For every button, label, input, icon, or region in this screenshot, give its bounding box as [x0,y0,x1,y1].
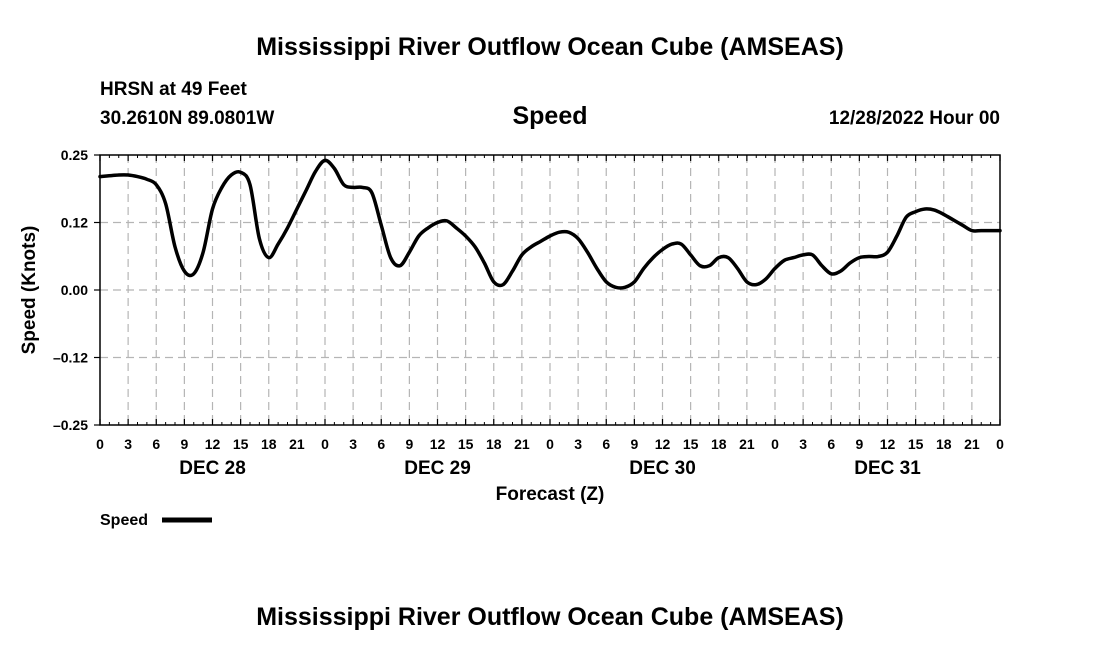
x-tick-label: 3 [349,436,357,452]
x-tick-label: 15 [908,436,924,452]
x-tick-label: 15 [233,436,249,452]
y-tick-label: 0.12 [61,215,88,231]
speed-series-line [98,158,1002,290]
y-tick-label: –0.25 [53,417,88,433]
footer-title: Mississippi River Outflow Ocean Cube (AM… [256,603,844,631]
day-label: DEC 28 [179,458,246,479]
x-tick-label: 0 [96,436,104,452]
x-tick-label: 9 [630,436,638,452]
x-tick-label: 12 [205,436,221,452]
x-tick-label: 6 [152,436,160,452]
datetime-label: 12/28/2022 Hour 00 [829,108,1000,129]
y-axis-label: Speed (Knots) [19,226,40,355]
x-tick-label: 6 [377,436,385,452]
x-tick-label: 9 [405,436,413,452]
x-tick-label: 15 [458,436,474,452]
x-tick-label: 9 [180,436,188,452]
location-label: 30.2610N 89.0801W [100,108,274,129]
x-tick-label: 3 [574,436,582,452]
day-labels: DEC 28 DEC 29 DEC 30 DEC 31 [179,458,921,479]
day-label: DEC 30 [629,458,696,479]
y-tick-label: 0.25 [61,147,88,163]
x-tick-labels: 0 3 6 9 12 15 18 21 0 3 6 9 12 15 18 21 0 3 6 9 12 15 18 21 0 3 6 9… [96,436,1004,452]
x-tick-label: 3 [799,436,807,452]
x-tick-label: 6 [827,436,835,452]
x-tick-label: 18 [711,436,727,452]
x-tick-label: 0 [771,436,779,452]
x-tick-label: 3 [124,436,132,452]
x-tick-label: 0 [321,436,329,452]
legend: Speed [100,512,212,529]
day-label: DEC 31 [854,458,921,479]
grid [100,155,1000,425]
day-label: DEC 29 [404,458,471,479]
x-tick-label: 12 [655,436,671,452]
station-label: HRSN at 49 Feet [100,79,247,100]
x-tick-label: 15 [683,436,699,452]
y-tick-label: –0.12 [53,350,88,366]
x-tick-label: 21 [514,436,530,452]
x-tick-label: 21 [964,436,980,452]
x-tick-label: 18 [936,436,952,452]
x-tick-label: 0 [546,436,554,452]
x-tick-label: 21 [289,436,305,452]
x-tick-label: 12 [430,436,446,452]
axis-ticks [94,154,1001,426]
x-tick-label: 21 [739,436,755,452]
x-tick-label: 12 [880,436,896,452]
chart-title: Mississippi River Outflow Ocean Cube (AM… [256,33,844,61]
variable-label: Speed [512,102,587,130]
x-tick-label: 0 [996,436,1004,452]
x-axis-label: Forecast (Z) [496,484,605,505]
y-tick-label: 0.00 [61,282,88,298]
x-tick-label: 18 [261,436,277,452]
legend-label: Speed [100,512,148,529]
y-tick-labels: 0.25 0.12 0.00 –0.12 –0.25 [53,147,88,433]
x-tick-label: 9 [855,436,863,452]
x-tick-label: 18 [486,436,502,452]
x-tick-label: 6 [602,436,610,452]
